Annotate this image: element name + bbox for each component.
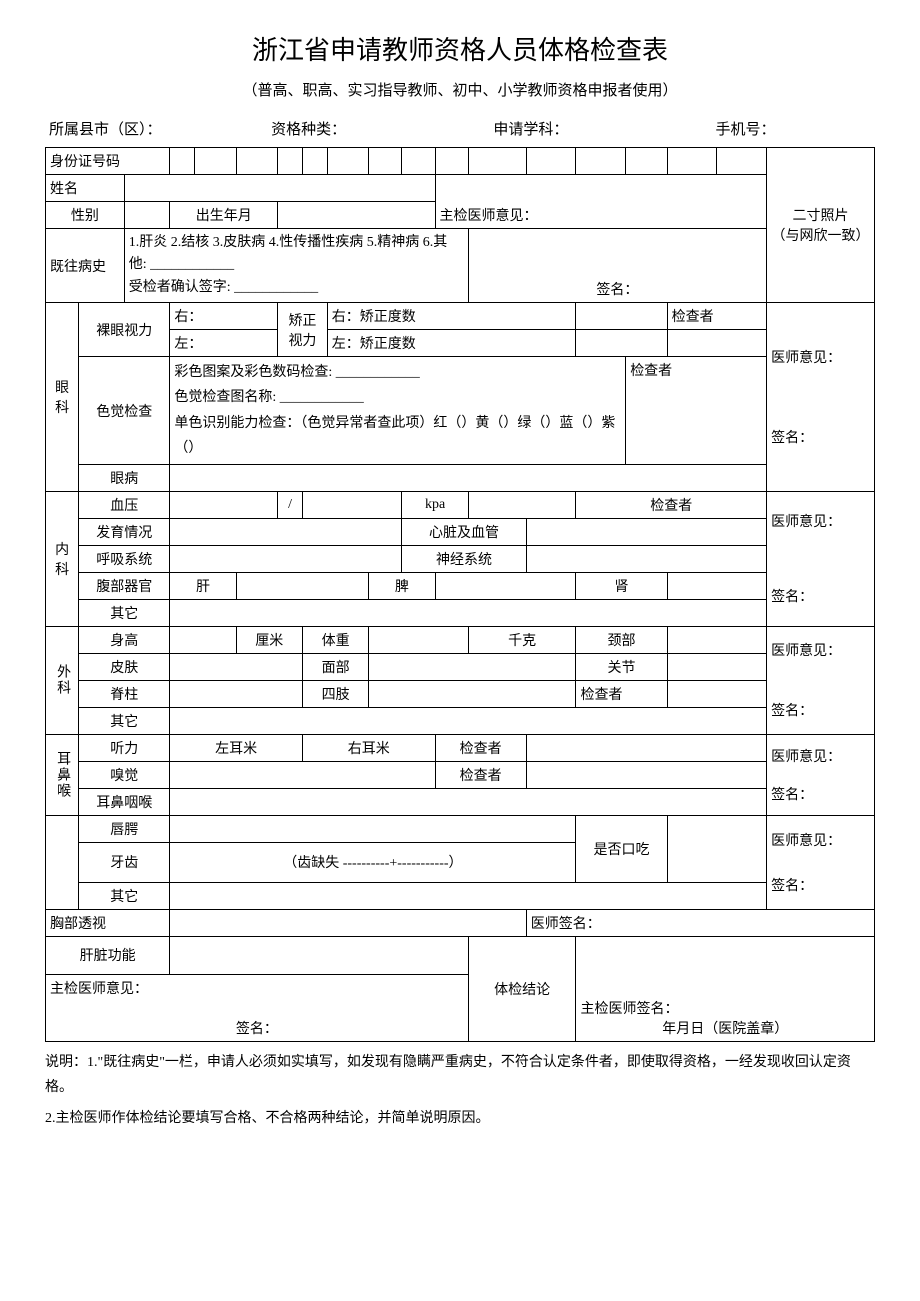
oral-section (46, 815, 79, 909)
conclusion-value[interactable]: 主检医师签名： 年月日（医院盖章） (576, 936, 875, 1041)
ent-opinion: 医师意见： 签名： (767, 734, 875, 815)
color-examiner: 检查者 (626, 357, 767, 465)
type-label: 资格种类： (271, 118, 493, 139)
naked-vision-label: 裸眼视力 (79, 303, 170, 357)
id-label: 身份证号码 (46, 148, 170, 175)
face-label: 面部 (302, 653, 368, 680)
eye-disease-label: 眼病 (79, 464, 170, 491)
bp-unit: kpa (402, 491, 468, 518)
corrected-label: 矫正视力 (278, 303, 328, 357)
kg-label: 千克 (468, 626, 576, 653)
form-table: 身份证号码 二寸照片 （与网欣一致） 姓名 主检医师意见： 性别 出生年月 既往… (45, 147, 875, 1042)
examiner-label: 检查者 (667, 303, 766, 330)
liver-label: 肝 (170, 572, 236, 599)
cm-label: 厘米 (236, 626, 302, 653)
teeth-text[interactable]: （齿缺失 ----------+-----------） (170, 842, 576, 882)
left-correction[interactable]: 左：矫正度数 (327, 330, 576, 357)
surgery-other: 其它 (79, 707, 170, 734)
height-label: 身高 (79, 626, 170, 653)
id-cell[interactable] (170, 148, 195, 175)
eye-doctor-opinion: 医师意见： 签名： (767, 303, 875, 492)
bp-sep: / (278, 491, 303, 518)
internal-section: 内科 (46, 491, 79, 626)
right-ear[interactable]: 右耳米 (302, 734, 435, 761)
ent-throat-label: 耳鼻咽喉 (79, 788, 170, 815)
notes-section: 说明：1."既往病史"一栏，申请人必须如实填写，如发现有隐瞒严重病史，不符合认定… (45, 1050, 875, 1132)
weight-label: 体重 (302, 626, 368, 653)
gender-label: 性别 (46, 202, 125, 229)
smell-label: 嗅觉 (79, 761, 170, 788)
hearing-label: 听力 (79, 734, 170, 761)
history-text[interactable]: 1.肝炎 2.结核 3.皮肤病 4.性传播性疾病 5.精神病 6.其他: ___… (124, 229, 468, 303)
color-check-label: 色觉检查 (79, 357, 170, 465)
liver-func-label: 肝脏功能 (46, 936, 170, 974)
nerve-label: 神经系统 (402, 545, 526, 572)
skin-label: 皮肤 (79, 653, 170, 680)
stutter-label: 是否口吃 (576, 815, 667, 882)
abdomen-label: 腹部器官 (79, 572, 170, 599)
internal-other: 其它 (79, 599, 170, 626)
name-label: 姓名 (46, 175, 125, 202)
internal-opinion: 医师意见： 签名： (767, 491, 875, 626)
hearing-examiner: 检查者 (435, 734, 526, 761)
lips-label: 唇腭 (79, 815, 170, 842)
photo-box: 二寸照片 （与网欣一致） (767, 148, 875, 303)
limbs-label: 四肢 (302, 680, 368, 707)
birth-value[interactable] (278, 202, 435, 229)
name-value[interactable] (124, 175, 435, 202)
chest-sign: 医师签名： (526, 909, 874, 936)
gender-value[interactable] (124, 202, 170, 229)
left-ear[interactable]: 左耳米 (170, 734, 303, 761)
joint-label: 关节 (576, 653, 667, 680)
header-info: 所属县市（区）： 资格种类： 申请学科： 手机号： (45, 118, 875, 139)
phone-label: 手机号： (715, 118, 871, 139)
chest-label: 胸部透视 (46, 909, 170, 936)
page-subtitle: （普高、职高、实习指导教师、初中、小学教师资格申报者使用） (45, 79, 875, 100)
heart-label: 心脏及血管 (402, 518, 526, 545)
neck-label: 颈部 (576, 626, 667, 653)
bp-examiner: 检查者 (576, 491, 767, 518)
color-check-text[interactable]: 彩色图案及彩色数码检查: ____________ 色觉检查图名称: _____… (170, 357, 626, 465)
left-eye[interactable]: 左： (170, 330, 278, 357)
resp-label: 呼吸系统 (79, 545, 170, 572)
county-label: 所属县市（区）： (49, 118, 271, 139)
history-label: 既往病史 (46, 229, 125, 303)
spine-label: 脊柱 (79, 680, 170, 707)
chief-opinion: 主检医师意见： (435, 175, 767, 229)
eye-disease-value[interactable] (170, 464, 767, 491)
surgery-examiner: 检查者 (576, 680, 667, 707)
smell-examiner: 检查者 (435, 761, 526, 788)
oral-opinion: 医师意见： 签名： (767, 815, 875, 909)
conclusion-label: 体检结论 (468, 936, 576, 1041)
eye-section: 眼科 (46, 303, 79, 492)
page-title: 浙江省申请教师资格人员体格检查表 (45, 30, 875, 67)
surgery-section: 外科 (46, 626, 79, 734)
dev-label: 发育情况 (79, 518, 170, 545)
teeth-label: 牙齿 (79, 842, 170, 882)
history-sign: 签名： (468, 229, 766, 303)
spleen-label: 脾 (369, 572, 435, 599)
right-correction[interactable]: 右：矫正度数 (327, 303, 576, 330)
surgery-opinion: 医师意见： 签名： (767, 626, 875, 734)
right-eye[interactable]: 右： (170, 303, 278, 330)
subject-label: 申请学科： (493, 118, 715, 139)
bp-label: 血压 (79, 491, 170, 518)
ent-section: 耳鼻喉 (46, 734, 79, 815)
final-chief-opinion: 主检医师意见： 签名： (46, 974, 469, 1041)
birth-label: 出生年月 (170, 202, 278, 229)
kidney-label: 肾 (576, 572, 667, 599)
oral-other: 其它 (79, 882, 170, 909)
